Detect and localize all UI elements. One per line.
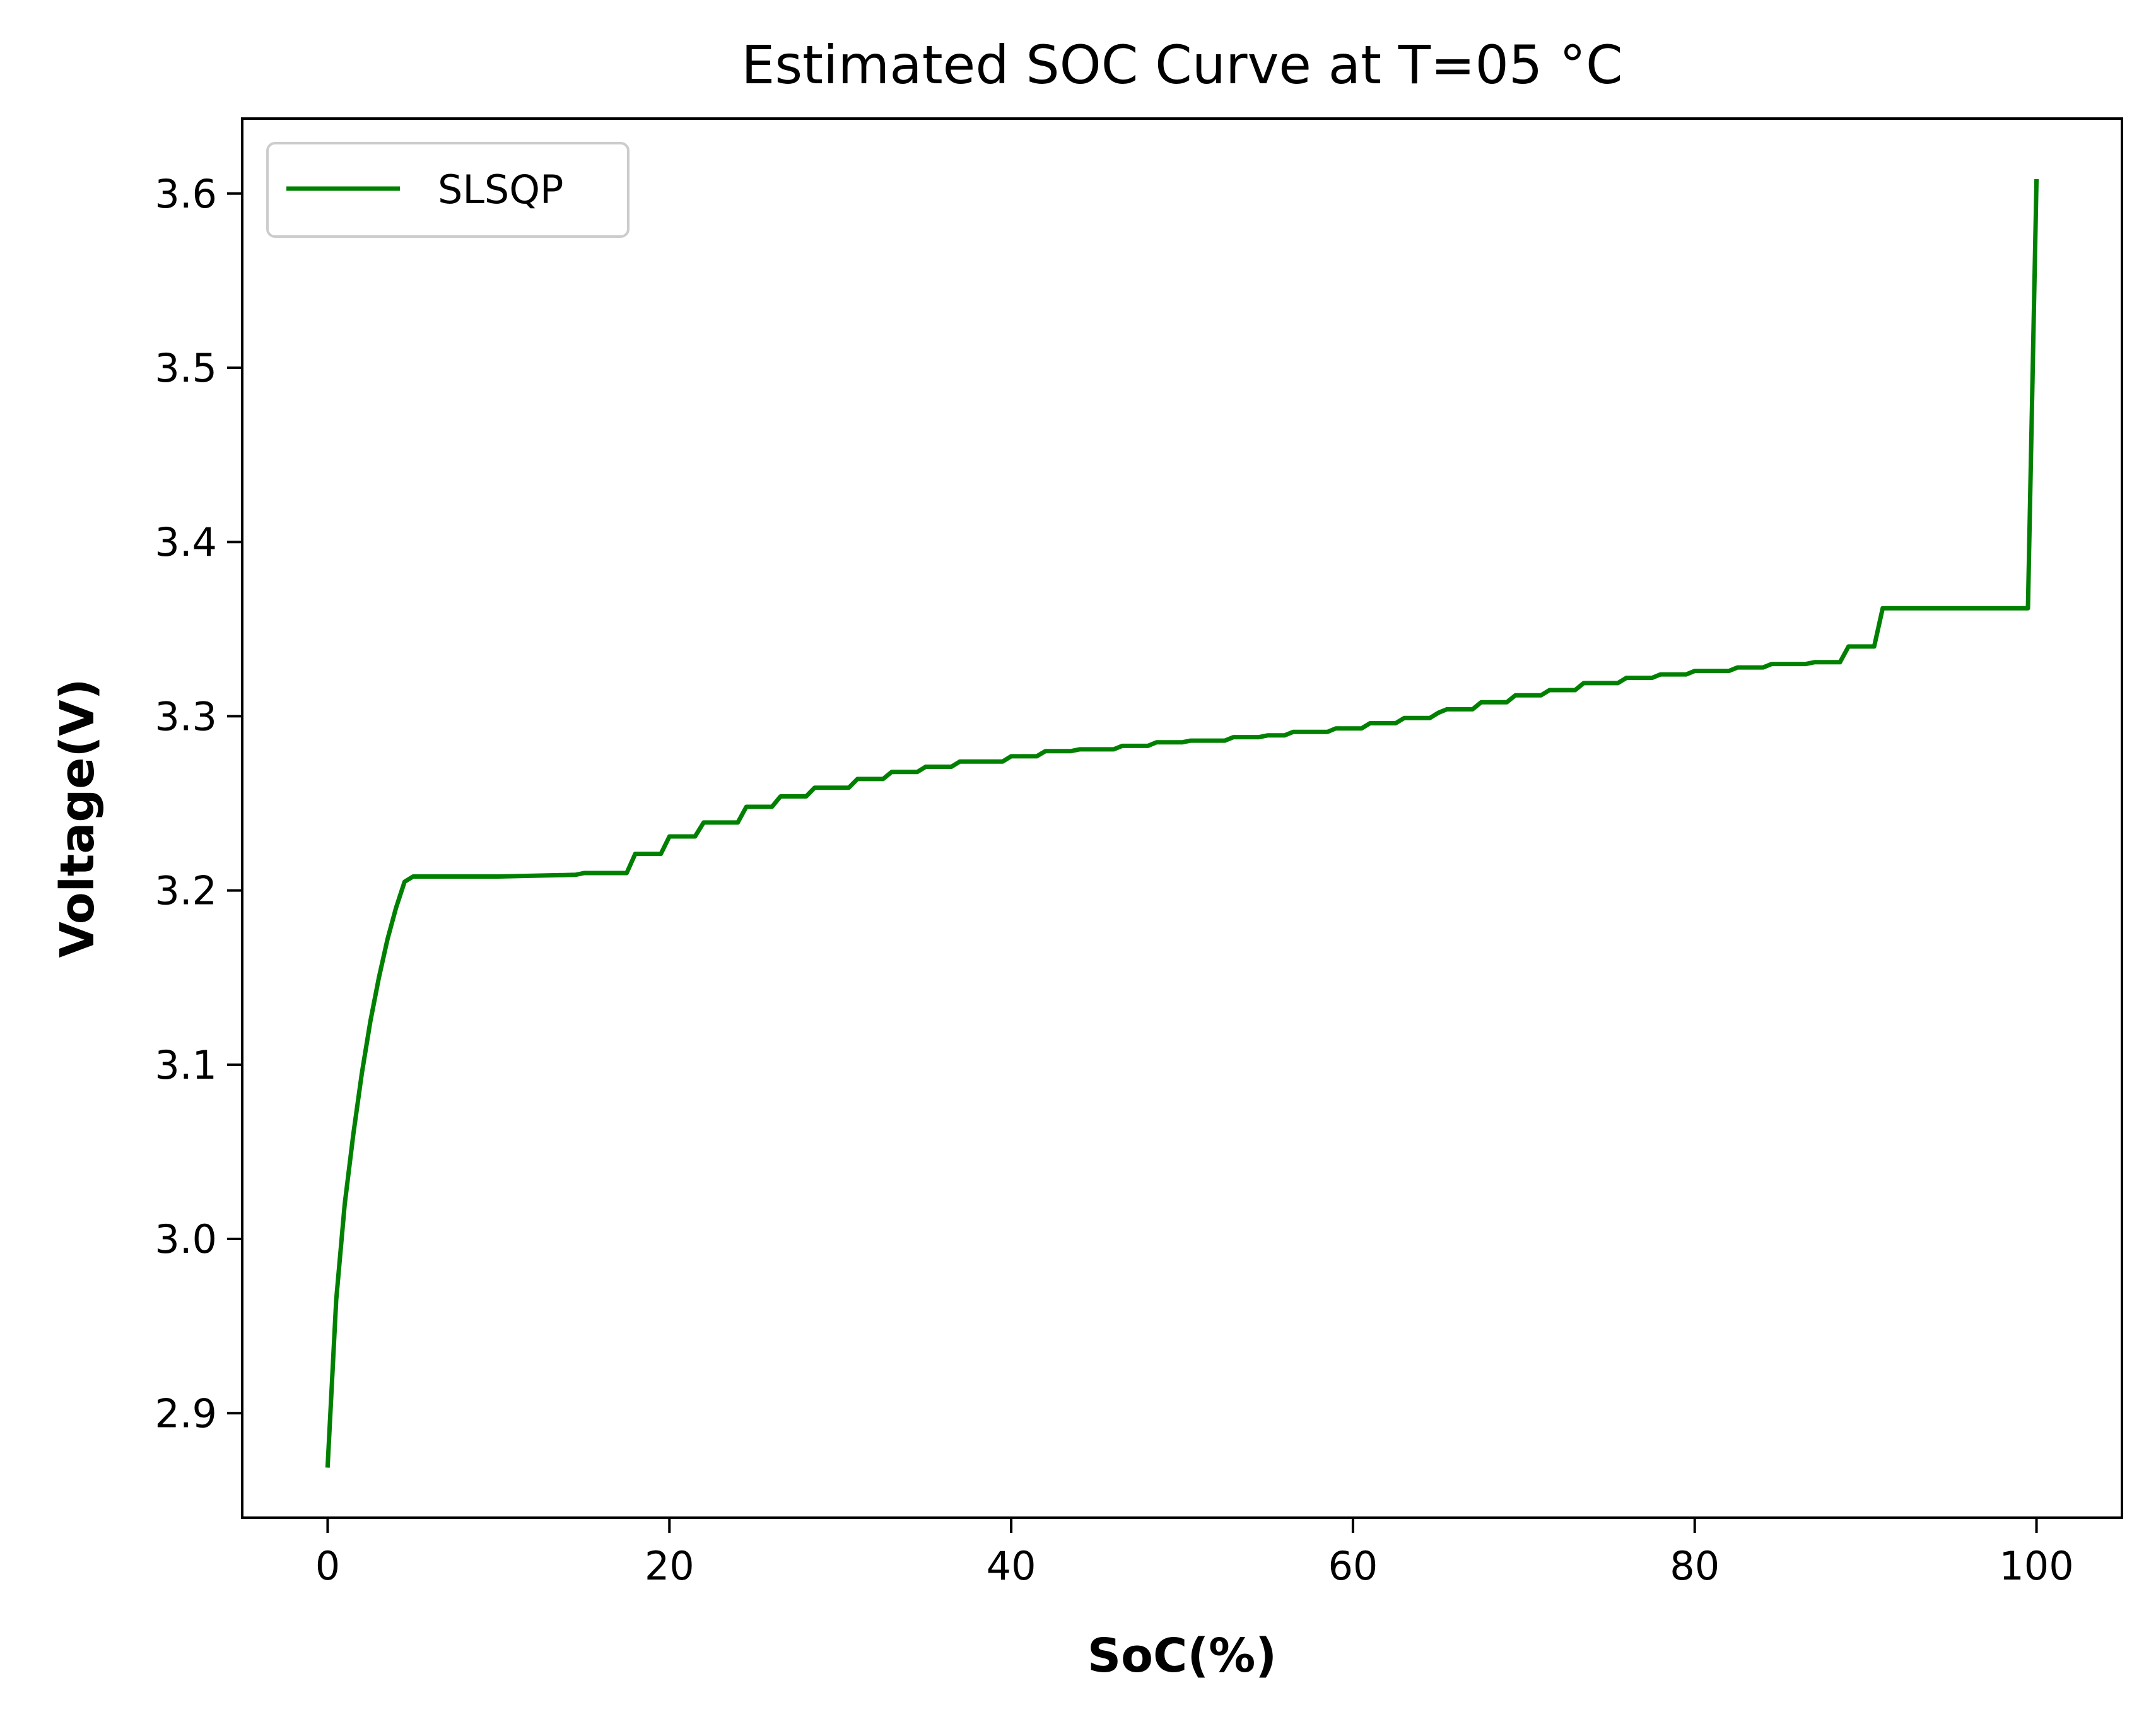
y-tick-label: 3.5 [155, 345, 217, 391]
legend-box [266, 142, 630, 238]
legend-label-slsqp: SLSQP [438, 167, 563, 213]
y-tick-label: 3.3 [155, 693, 217, 739]
plot-frame [241, 117, 2123, 1519]
x-tick-label: 0 [315, 1543, 340, 1589]
x-tick-label: 60 [1328, 1543, 1378, 1589]
legend: SLSQP [266, 142, 630, 238]
y-tick-label: 3.1 [155, 1042, 217, 1088]
y-tick-label: 2.9 [155, 1390, 217, 1436]
x-tick-label: 100 [1999, 1543, 2073, 1589]
x-tick-label: 80 [1670, 1543, 1720, 1589]
y-axis-label: Voltage(V) [50, 679, 105, 958]
plot-area [242, 119, 2122, 1518]
series-line-slsqp [325, 179, 2039, 1468]
y-tick-label: 3.4 [155, 519, 217, 565]
y-tick-label: 3.6 [155, 171, 217, 217]
x-tick-label: 40 [987, 1543, 1036, 1589]
x-tick-label: 20 [645, 1543, 694, 1589]
y-tick-label: 3.0 [155, 1216, 217, 1262]
y-tick-label: 3.2 [155, 868, 217, 914]
chart-title: Estimated SOC Curve at T=05 °C [741, 34, 1622, 96]
x-axis-label: SoC(%) [1087, 1629, 1277, 1683]
y-axis-ticks: 2.9 3.0 3.1 3.2 3.3 3.4 3.5 3.6 [155, 171, 242, 1436]
x-axis-ticks: 0 20 40 60 80 100 [315, 1518, 2074, 1589]
